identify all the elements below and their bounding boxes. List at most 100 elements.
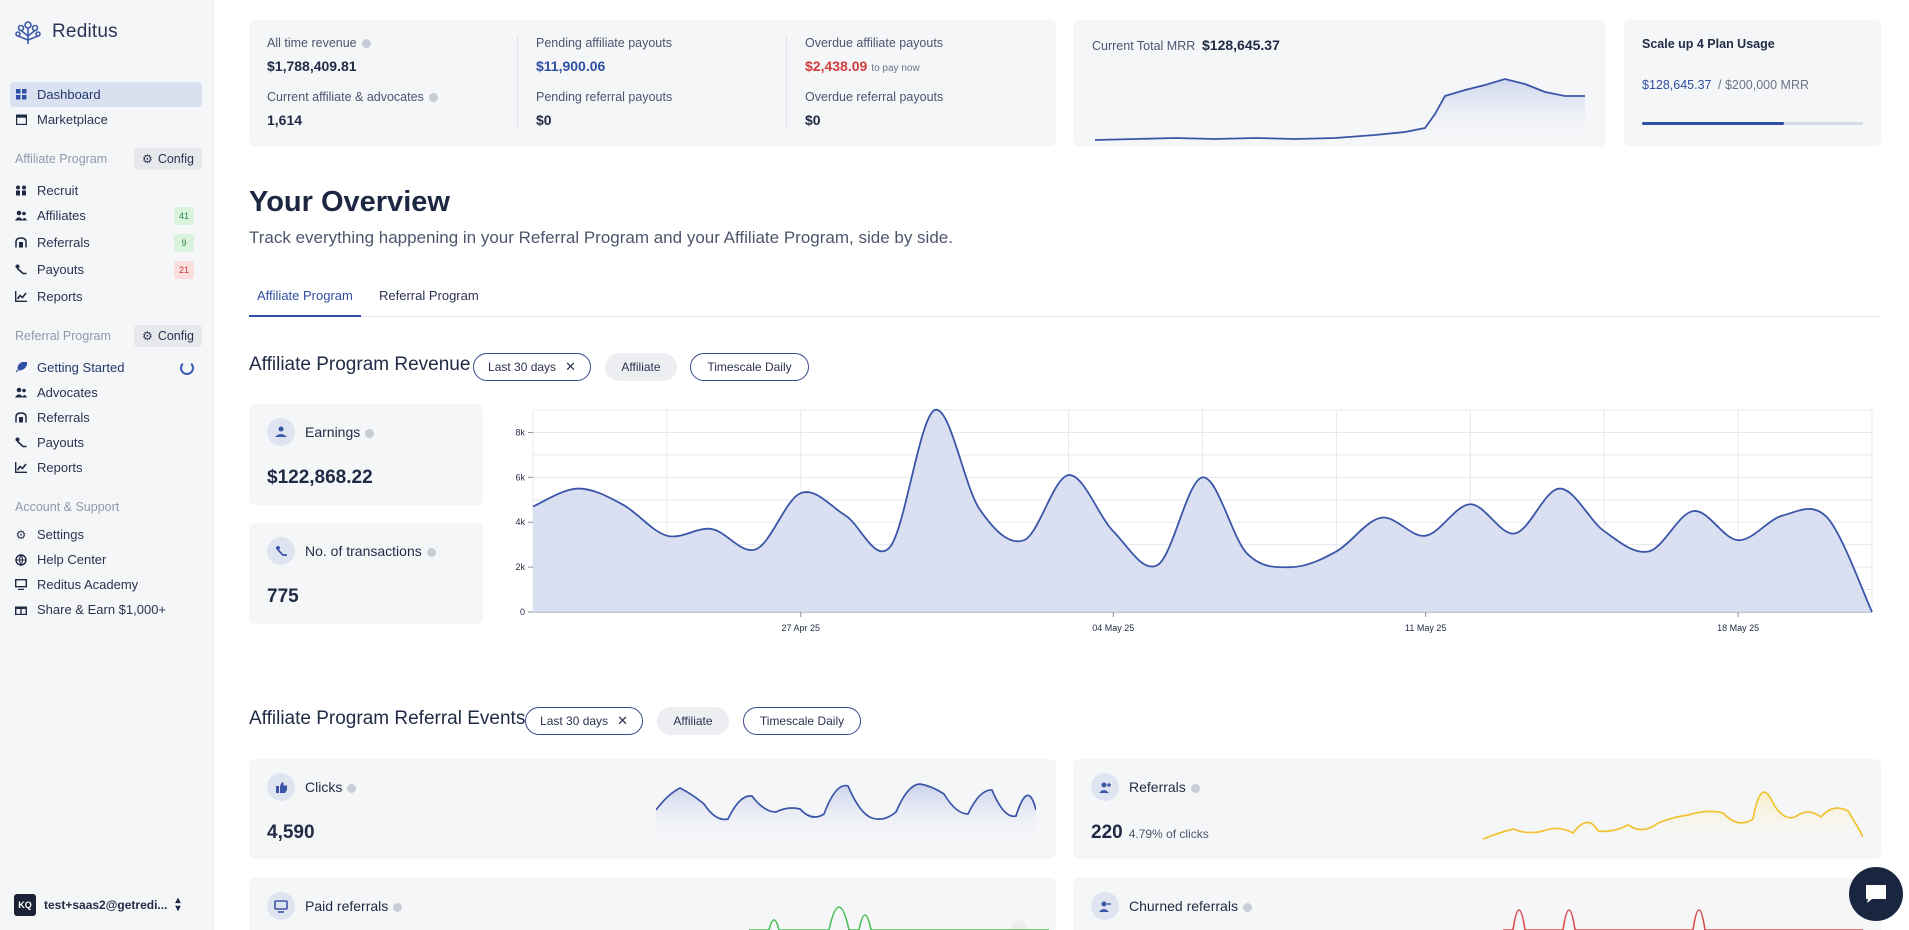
timescale-filter[interactable]: Timescale Daily <box>690 353 809 381</box>
overdue-affiliate-value[interactable]: $2,438.09 to pay now <box>805 58 920 74</box>
account-switcher[interactable]: KQ test+saas2@getredi... ▴ ▾ <box>14 894 180 916</box>
transactions-card: No. of transactions 775 <box>249 523 483 624</box>
sidebar-item-marketplace[interactable]: Marketplace <box>10 107 202 132</box>
sidebar-item-reports[interactable]: Reports <box>10 284 202 309</box>
overdue-affiliate-label: Overdue affiliate payouts <box>805 36 944 50</box>
events-timescale-filter[interactable]: Timescale Daily <box>743 707 861 735</box>
thumbs-up-icon <box>267 773 295 801</box>
affiliate-filter[interactable]: Affiliate <box>605 353 677 381</box>
sidebar-item-referrals[interactable]: Referrals 9 <box>10 230 202 255</box>
sidebar-item-dashboard[interactable]: Dashboard <box>10 82 202 107</box>
gear-icon: ⚙ <box>142 152 153 166</box>
earnings-card: Earnings $122,868.22 <box>249 404 483 505</box>
churned-referrals-sparkline <box>1503 909 1863 930</box>
tab-affiliate-program[interactable]: Affiliate Program <box>249 288 361 317</box>
plan-current-value: $128,645.37 <box>1642 78 1712 92</box>
page-title: Your Overview <box>249 186 450 218</box>
events-affiliate-filter[interactable]: Affiliate <box>657 707 729 735</box>
academy-icon <box>15 579 27 591</box>
mrr-card: Current Total MRR $128,645.37 <box>1073 20 1606 146</box>
payout-icon <box>15 264 27 276</box>
referral-icon <box>15 237 27 249</box>
y-tick-label: 8k <box>515 427 525 437</box>
mrr-value: $128,645.37 <box>1202 37 1280 53</box>
plan-title: Scale up 4 Plan Usage <box>1642 37 1775 51</box>
sidebar-item-label: Marketplace <box>37 112 108 127</box>
paid-referrals-sparkline <box>749 906 1049 930</box>
sidebar-item-help-center[interactable]: Help Center <box>10 547 202 572</box>
sidebar-item-payouts[interactable]: Payouts 21 <box>10 257 202 282</box>
page-subtitle: Track everything happening in your Refer… <box>249 228 953 247</box>
clicks-sparkline <box>656 783 1036 844</box>
clicks-value: 4,590 <box>267 822 315 843</box>
sidebar-item-settings[interactable]: ⚙ Settings <box>10 522 202 547</box>
info-icon <box>393 902 403 912</box>
payout-icon <box>15 437 27 449</box>
payouts-count-badge: 21 <box>174 260 194 279</box>
sidebar-item-recruit[interactable]: Recruit <box>10 178 202 203</box>
close-icon[interactable]: ✕ <box>617 713 628 728</box>
gift-icon <box>15 604 27 616</box>
affiliate-config-button[interactable]: ⚙ Config <box>134 148 202 170</box>
program-tabs: Affiliate Program Referral Program <box>249 282 1881 317</box>
gear-icon: ⚙ <box>15 527 27 542</box>
sidebar-item-advocates[interactable]: Advocates <box>10 380 202 405</box>
pending-referral-label: Pending referral payouts <box>536 90 673 104</box>
events-section-title: Affiliate Program Referral Events <box>249 708 526 729</box>
loading-spinner-icon <box>180 360 194 375</box>
churned-referrals-label: Churned referrals <box>1129 898 1252 914</box>
sidebar-item-academy[interactable]: Reditus Academy <box>10 572 202 597</box>
info-icon <box>1242 902 1252 912</box>
sidebar-item-affiliates[interactable]: Affiliates 41 <box>10 203 202 228</box>
pending-affiliate-label: Pending affiliate payouts <box>536 36 672 50</box>
config-label: Config <box>157 152 194 166</box>
paid-referrals-card: Paid referrals <box>249 878 1056 930</box>
gear-icon: ⚙ <box>142 329 153 343</box>
info-icon <box>361 39 371 49</box>
divider <box>786 36 787 130</box>
affiliates-count-badge: 41 <box>174 206 194 225</box>
config-label: Config <box>157 329 194 343</box>
divider <box>517 36 518 130</box>
overdue-referral-value: $0 <box>805 112 821 128</box>
sidebar-item-label: Settings <box>37 527 84 542</box>
chat-bubble-icon <box>1866 885 1886 903</box>
x-tick-label: 18 May 25 <box>1717 623 1759 633</box>
store-icon <box>15 114 27 126</box>
avatar: KQ <box>14 894 36 916</box>
tab-referral-program[interactable]: Referral Program <box>379 288 479 303</box>
sidebar-item-getting-started[interactable]: Getting Started <box>10 355 202 380</box>
referrals-count-badge: 9 <box>174 233 194 252</box>
events-date-range-filter[interactable]: Last 30 days ✕ <box>525 707 643 735</box>
affiliates-count-value: 1,614 <box>267 112 303 128</box>
brand-logo[interactable]: Reditus <box>12 16 118 48</box>
earnings-value: $122,868.22 <box>267 467 373 488</box>
sidebar-item-referral-referrals[interactable]: Referrals <box>10 405 202 430</box>
tree-logo-icon <box>15 21 41 44</box>
paid-referrals-label: Paid referrals <box>305 898 403 914</box>
referral-config-button[interactable]: ⚙ Config <box>134 325 202 347</box>
pending-affiliate-value[interactable]: $11,900.06 <box>536 58 606 74</box>
revenue-area <box>533 409 1872 612</box>
sidebar-item-referral-reports[interactable]: Reports <box>10 455 202 480</box>
clicks-label: Clicks <box>305 779 357 795</box>
section-title-support: Account & Support <box>15 500 120 514</box>
date-range-filter[interactable]: Last 30 days ✕ <box>473 353 591 381</box>
chat-launcher-button[interactable] <box>1849 867 1903 921</box>
sidebar-item-label: Help Center <box>37 552 107 567</box>
transactions-label: No. of transactions <box>305 543 436 559</box>
close-icon[interactable]: ✕ <box>565 359 576 374</box>
recruit-icon <box>15 185 27 197</box>
overdue-note: to pay now <box>871 63 920 74</box>
y-tick-label: 2k <box>515 562 525 572</box>
referrals-card: Referrals 220 4.79% of clicks <box>1073 759 1881 859</box>
plan-usage-card[interactable]: Scale up 4 Plan Usage $128,645.37 / $200… <box>1624 20 1881 146</box>
pending-referral-value: $0 <box>536 112 552 128</box>
referrals-conversion: 4.79% of clicks <box>1128 827 1209 841</box>
sidebar-item-share-earn[interactable]: Share & Earn $1,000+ <box>10 597 202 622</box>
y-tick-label: 0 <box>520 607 525 617</box>
plan-progress-track <box>1642 122 1863 125</box>
revenue-chart[interactable]: 0 2k 4k 6k 8k 27 Apr 25 04 May 25 11 May 25 18 M… <box>500 400 1890 640</box>
sidebar-item-referral-payouts[interactable]: Payouts <box>10 430 202 455</box>
affiliates-count-label: Current affiliate & advocates <box>267 90 438 104</box>
